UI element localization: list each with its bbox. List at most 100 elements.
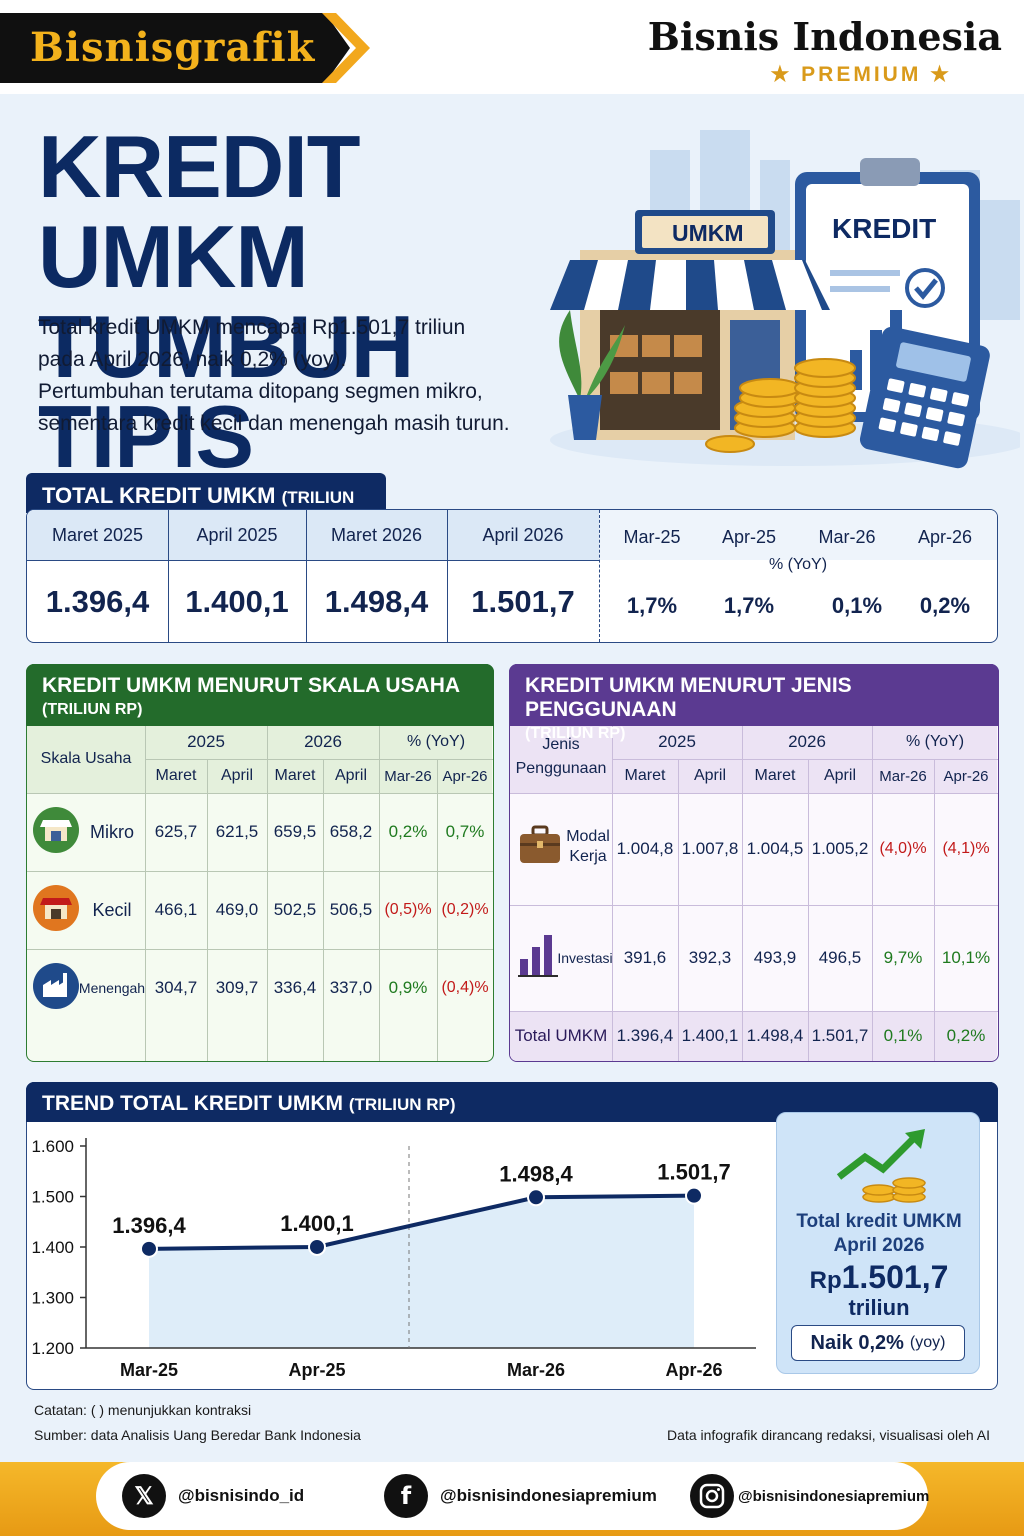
x-icon[interactable]: 𝕏 <box>122 1474 166 1518</box>
data-point <box>685 1186 703 1205</box>
total-value: 1.400,1 <box>185 584 289 619</box>
penggunaan-unit: (TRILIUN RP) <box>525 725 626 742</box>
year-header: 2025 <box>658 732 696 751</box>
yoy-cell: (4,0)% <box>879 840 927 857</box>
yoy-period-header: Apr-26 <box>917 526 973 547</box>
table-cell: 1.396,4 <box>616 1026 674 1045</box>
credit: Data infografik dirancang redaksi, visua… <box>667 1427 990 1443</box>
umkm-shop-illustration: KREDIT UMKM <box>550 130 1020 469</box>
table-row-label: Investasi <box>557 950 613 966</box>
table-cell: 304,7 <box>154 978 198 997</box>
yoy-value: 0,2% <box>919 593 971 618</box>
sub-header: Maret <box>754 767 796 784</box>
data-point <box>527 1188 545 1207</box>
row-label-line: Kerja <box>569 848 607 865</box>
summary-value: Rp1.501,7 <box>777 1259 981 1296</box>
total-title: TOTAL KREDIT UMKM <box>42 483 276 508</box>
table-cell: 493,9 <box>753 948 797 967</box>
table-cell: 1.498,4 <box>746 1026 804 1045</box>
yoy-cell: 0,1% <box>883 1026 923 1045</box>
yoy-cell: (4,1)% <box>942 840 990 857</box>
table-cell: 658,2 <box>329 822 373 841</box>
yoy-cell: 10,1% <box>941 948 991 967</box>
series-line <box>148 1193 695 1251</box>
total-value: 1.501,7 <box>471 584 575 619</box>
summary-amount: 1.501,7 <box>841 1259 949 1295</box>
facebook-icon[interactable]: f <box>384 1474 428 1518</box>
yoy-cell: 0,2% <box>946 1026 986 1045</box>
table-cell: 1.005,2 <box>811 839 869 858</box>
total-table: Maret 2025 April 2025 Maret 2026 April 2… <box>26 509 998 643</box>
total-period-header: April 2025 <box>196 524 278 545</box>
table-row-label: Kecil <box>92 899 132 920</box>
social-links: 𝕏 @bisnisindo_id f @bisnisindonesiapremi… <box>96 1462 930 1530</box>
penggunaan-section-header: KREDIT UMKM MENURUT JENIS PENGGUNAAN (TR… <box>509 664 999 742</box>
data-label: 1.501,7 <box>657 1160 730 1185</box>
sub-header: April <box>823 767 856 784</box>
publisher-logo: Bisnis Indonesia <box>647 14 1002 59</box>
table-cell: 469,0 <box>215 900 259 919</box>
table-cell: 1.007,8 <box>681 839 739 858</box>
instagram-icon[interactable] <box>690 1474 734 1518</box>
data-label: 1.400,1 <box>280 1211 353 1236</box>
note: Catatan: ( ) menunjukkan kontraksi <box>34 1402 252 1418</box>
chart-title: TREND TOTAL KREDIT UMKM <box>42 1092 343 1115</box>
yoy-period-header: Mar-26 <box>818 526 876 547</box>
coins-icon <box>705 358 856 453</box>
total-value: 1.396,4 <box>45 584 150 619</box>
y-tick-label: 1.300 <box>31 1289 74 1308</box>
data-point <box>308 1237 326 1256</box>
yoy-cell: (0,4)% <box>441 979 489 996</box>
yoy-value: 1,7% <box>723 593 775 618</box>
intro-line: sementara kredit kecil dan menengah masi… <box>38 412 510 435</box>
data-label: 1.498,4 <box>499 1161 573 1186</box>
badge-main: Naik 0,2% <box>810 1331 904 1354</box>
total-period-header: Maret 2026 <box>330 524 423 545</box>
sub-header: Mar-26 <box>384 767 432 785</box>
year-header: % (YoY) <box>905 733 965 750</box>
instagram-handle-link[interactable]: @bisnisindonesiapremium <box>738 1488 930 1505</box>
table-cell: 392,3 <box>688 948 732 967</box>
table-row-label: Menengah <box>78 980 146 996</box>
growth-badge: Naik 0,2% (yoy) <box>791 1325 965 1361</box>
jenis-col-head: Jenis <box>542 736 580 753</box>
table-cell: 336,4 <box>273 978 317 997</box>
svg-text:KREDIT: KREDIT <box>832 213 936 244</box>
table-cell: 1.400,1 <box>681 1026 739 1045</box>
table-cell: 337,0 <box>329 978 373 997</box>
skala-unit: (TRILIUN RP) <box>42 701 143 718</box>
calculator-icon <box>859 326 990 469</box>
intro-text: Total kredit UMKM mencapai Rp1.501,7 tri… <box>38 312 558 440</box>
table-row-label: Modal Kerja <box>564 827 612 867</box>
table-cell: 466,1 <box>154 900 198 919</box>
sub-header: Apr-26 <box>442 767 488 785</box>
yoy-cell: 9,7% <box>883 948 923 967</box>
year-header: 2026 <box>304 732 342 751</box>
total-row-label: Total UMKM <box>514 1026 608 1045</box>
yoy-cell: 0,9% <box>388 978 428 997</box>
sub-header: April <box>220 767 253 784</box>
x-tick-label: Apr-25 <box>288 1360 345 1380</box>
table-cell: 659,5 <box>273 822 317 841</box>
table-cell: 625,7 <box>154 822 198 841</box>
y-tick-label: 1.200 <box>31 1339 74 1358</box>
sub-header: Maret <box>274 767 316 784</box>
table-cell: 496,5 <box>818 948 862 967</box>
yoy-period-header: Apr-25 <box>721 526 777 547</box>
sub-header: Maret <box>155 767 197 784</box>
sub-header: Maret <box>624 767 666 784</box>
table-cell: 1.004,8 <box>616 839 674 858</box>
badge-sub: (yoy) <box>909 1334 946 1351</box>
intro-line: Pertumbuhan terutama ditopang segmen mik… <box>38 380 483 403</box>
summary-unit: triliun <box>848 1295 910 1320</box>
jenis-col-head: Penggunaan <box>515 760 607 777</box>
x-handle-link[interactable]: @bisnisindo_id <box>178 1486 305 1505</box>
plant-icon <box>559 310 625 440</box>
yoy-cell: (0,5)% <box>384 901 432 918</box>
chart-unit: (TRILIUN RP) <box>348 1095 456 1114</box>
yoy-period-header: Mar-25 <box>623 526 681 547</box>
year-header: 2025 <box>187 732 225 751</box>
facebook-handle-link[interactable]: @bisnisindonesiapremium <box>440 1486 657 1505</box>
table-cell: 391,6 <box>623 948 667 967</box>
brand-banner <box>0 13 350 83</box>
